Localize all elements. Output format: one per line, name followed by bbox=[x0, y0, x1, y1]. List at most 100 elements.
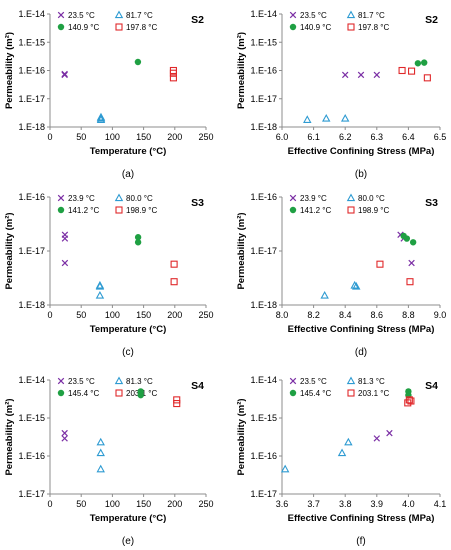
sample-label: S4 bbox=[425, 380, 438, 392]
sample-label: S3 bbox=[425, 197, 438, 209]
data-point bbox=[96, 437, 105, 446]
x-tick-label: 0 bbox=[47, 499, 52, 509]
legend-label: 23.9 °C bbox=[300, 194, 327, 203]
x-tick-label: 3.7 bbox=[307, 499, 320, 509]
data-point bbox=[421, 59, 428, 66]
legend-label: 81.3 °C bbox=[358, 377, 385, 386]
panel-d: 8.0 8.2 8.4 8.6 8.8 9.0 1.E-16 1.E-17 1.E-18 Effe… bbox=[236, 192, 446, 358]
panel-b: 6.0 6.1 6.2 6.3 6.4 6.5 1.E-14 1.E-15 1.E-16 1.E-… bbox=[236, 9, 446, 180]
data-point bbox=[134, 239, 142, 246]
data-point bbox=[96, 113, 106, 122]
legend-marker bbox=[346, 193, 356, 202]
panel-caption: (d) bbox=[355, 347, 367, 358]
x-tick-label: 50 bbox=[76, 310, 86, 320]
panel-caption: (b) bbox=[355, 169, 367, 180]
data-point bbox=[406, 278, 414, 286]
y-tick-label: 1.E-16 bbox=[18, 451, 45, 461]
x-tick-label: 150 bbox=[136, 310, 151, 320]
legend-label: 203.1 °C bbox=[358, 389, 389, 398]
data-point bbox=[173, 396, 181, 404]
legend-marker bbox=[289, 11, 297, 19]
x-tick-label: 100 bbox=[105, 132, 120, 142]
data-point bbox=[95, 281, 105, 290]
data-point bbox=[423, 74, 431, 82]
legend-label: 141.2 °C bbox=[300, 206, 331, 215]
y-tick-label: 1.E-14 bbox=[18, 9, 45, 19]
data-point bbox=[337, 448, 347, 457]
legend-marker bbox=[57, 389, 65, 397]
x-tick-label: 6.4 bbox=[402, 132, 415, 142]
data-point bbox=[95, 290, 105, 299]
legend-label: 145.4 °C bbox=[300, 389, 331, 398]
y-tick-label: 1.E-16 bbox=[250, 451, 277, 461]
legend-marker bbox=[115, 23, 123, 31]
legend-marker bbox=[347, 206, 355, 214]
y-tick-label: 1.E-16 bbox=[18, 192, 45, 202]
y-tick-label: 1.E-18 bbox=[18, 300, 45, 310]
sample-label: S2 bbox=[425, 14, 438, 26]
legend-label: 198.9 °C bbox=[358, 206, 389, 215]
y-axis-title: Permeability (m²) bbox=[236, 32, 247, 109]
y-tick-label: 1.E-15 bbox=[250, 413, 277, 423]
x-tick-label: 150 bbox=[136, 132, 151, 142]
legend-label: 197.8 °C bbox=[126, 23, 157, 32]
x-tick-label: 8.6 bbox=[371, 310, 384, 320]
legend-label: 80.0 °C bbox=[126, 194, 153, 203]
data-point bbox=[357, 71, 365, 79]
y-tick-label: 1.E-17 bbox=[250, 246, 277, 256]
panel-a: 0 50 100 150 200 250 1.E-14 1.E-15 1.E-16 1.E-17 1… bbox=[4, 9, 214, 180]
x-tick-label: 100 bbox=[105, 499, 120, 509]
data-point bbox=[170, 260, 178, 268]
legend-label: 23.5 °C bbox=[300, 377, 327, 386]
y-tick-label: 1.E-18 bbox=[18, 122, 45, 132]
data-point bbox=[61, 429, 68, 437]
x-tick-label: 250 bbox=[198, 499, 213, 509]
legend-marker bbox=[114, 10, 124, 19]
sample-label: S2 bbox=[191, 14, 204, 26]
x-tick-label: 8.0 bbox=[276, 310, 289, 320]
data-point bbox=[376, 260, 384, 268]
legend-label: 80.0 °C bbox=[358, 194, 385, 203]
y-tick-label: 1.E-16 bbox=[18, 66, 45, 76]
x-tick-label: 6.0 bbox=[276, 132, 289, 142]
y-tick-label: 1.E-17 bbox=[250, 94, 277, 104]
legend-marker bbox=[289, 194, 297, 202]
x-tick-label: 200 bbox=[167, 499, 182, 509]
y-tick-label: 1.E-14 bbox=[18, 375, 45, 385]
data-point bbox=[61, 259, 69, 267]
y-tick-label: 1.E-18 bbox=[250, 122, 277, 132]
x-tick-label: 6.2 bbox=[339, 132, 352, 142]
data-point bbox=[403, 235, 411, 242]
y-tick-label: 1.E-14 bbox=[250, 375, 277, 385]
legend-marker bbox=[57, 377, 65, 385]
y-tick-label: 1.E-14 bbox=[250, 9, 277, 19]
panel-caption: (f) bbox=[356, 536, 365, 547]
y-tick-label: 1.E-17 bbox=[18, 489, 45, 499]
data-point bbox=[408, 67, 416, 75]
legend-marker bbox=[347, 389, 355, 397]
x-axis-title: Temperature (°C) bbox=[90, 513, 166, 524]
legend-marker bbox=[289, 206, 297, 214]
x-axis-title: Effective Confining Stress (MPa) bbox=[288, 146, 435, 157]
data-point bbox=[134, 234, 142, 241]
legend-marker bbox=[289, 23, 297, 31]
x-tick-label: 250 bbox=[198, 310, 213, 320]
legend-marker bbox=[346, 10, 356, 19]
x-tick-label: 3.9 bbox=[371, 499, 384, 509]
data-point bbox=[96, 464, 105, 473]
data-point bbox=[170, 278, 178, 286]
data-point bbox=[386, 429, 393, 437]
x-tick-label: 9.0 bbox=[434, 310, 447, 320]
y-tick-label: 1.E-15 bbox=[250, 37, 277, 47]
x-tick-label: 6.5 bbox=[434, 132, 447, 142]
x-tick-label: 3.8 bbox=[339, 499, 352, 509]
sample-label: S4 bbox=[191, 380, 204, 392]
x-tick-label: 8.8 bbox=[402, 310, 415, 320]
y-tick-label: 1.E-15 bbox=[18, 37, 45, 47]
data-point bbox=[341, 71, 349, 79]
data-point bbox=[280, 464, 290, 473]
x-tick-label: 8.4 bbox=[339, 310, 352, 320]
x-tick-label: 50 bbox=[76, 132, 86, 142]
x-axis-title: Temperature (°C) bbox=[90, 146, 166, 157]
